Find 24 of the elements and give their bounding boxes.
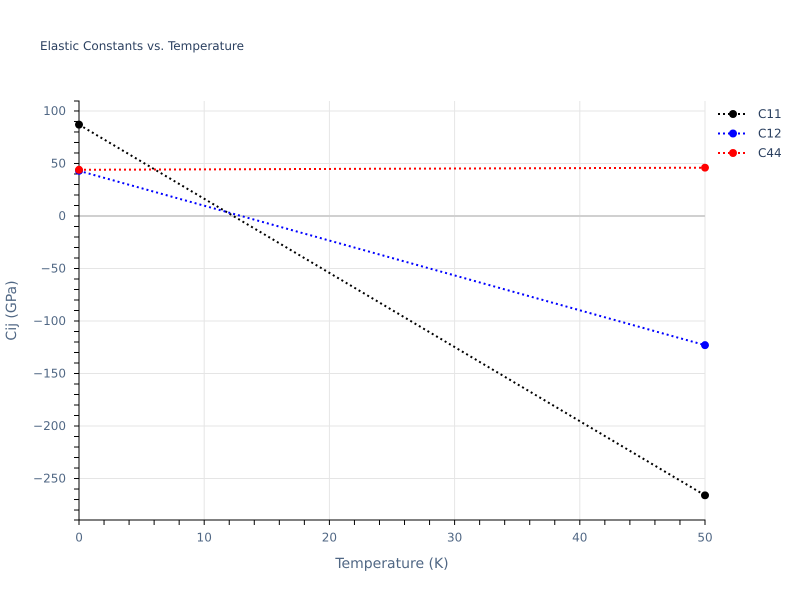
legend-label: C11	[758, 107, 782, 121]
x-tick-label: 50	[697, 530, 713, 545]
point	[75, 120, 83, 129]
y-tick-label: −250	[33, 471, 66, 486]
legend-label: C12	[758, 126, 782, 140]
y-tick-label: −150	[33, 366, 66, 380]
y-tick-label: 100	[43, 104, 66, 118]
y-tick-label: −100	[33, 314, 66, 328]
x-tick-label: 40	[572, 530, 588, 545]
y-tick-label: 0	[58, 208, 66, 223]
point	[701, 164, 709, 172]
x-tick-label: 30	[446, 530, 462, 545]
x-tick-label: 20	[322, 530, 338, 545]
point	[701, 491, 709, 500]
y-tick-label: 50	[50, 156, 66, 170]
x-axis-title: Temperature (K)	[334, 556, 449, 572]
y-tick-label: −200	[33, 418, 66, 433]
x-tick-label: 0	[75, 530, 83, 545]
chart-title: Elastic Constants vs. Temperature	[40, 39, 244, 53]
y-axis-title: Cij (GPa)	[4, 280, 20, 341]
legend-label: C44	[758, 146, 782, 160]
x-tick-label: 10	[196, 530, 212, 545]
y-tick-label: −50	[40, 261, 66, 276]
point	[701, 341, 709, 350]
